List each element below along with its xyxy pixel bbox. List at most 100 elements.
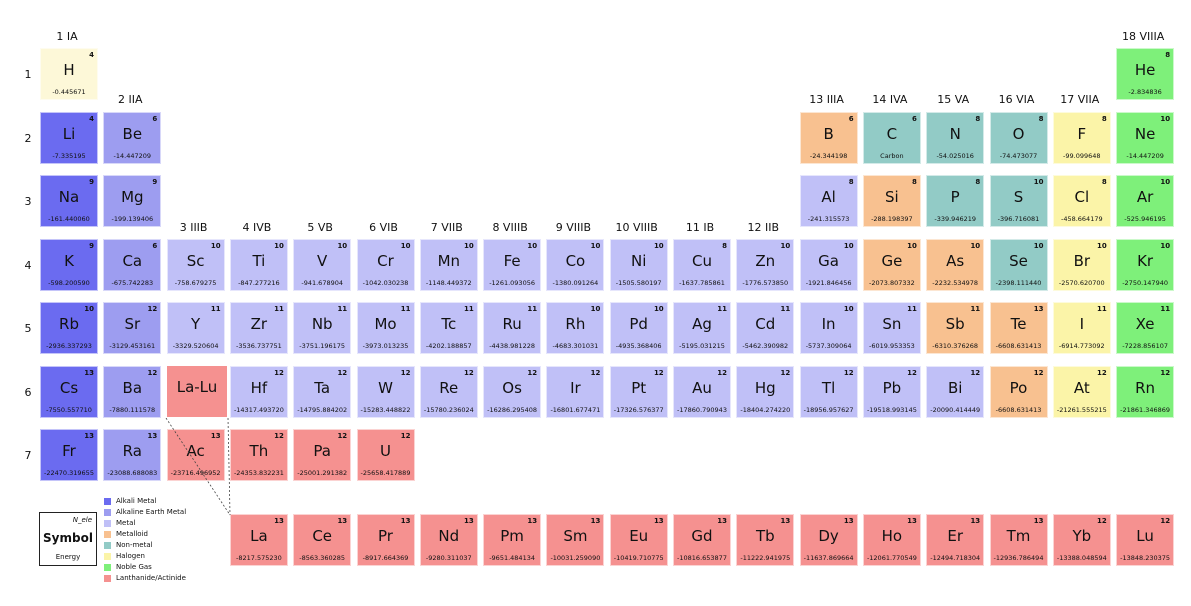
- element-symbol: Hg: [754, 378, 776, 397]
- element-symbol: Ac: [186, 442, 205, 460]
- element-cell-lu: 12 Lu -13848.230375: [1116, 514, 1175, 566]
- element-energy: -74.473077: [999, 151, 1038, 160]
- element-energy: -12061.770549: [866, 554, 917, 562]
- group-label: 6 VIB: [369, 221, 398, 234]
- element-number: 9: [152, 178, 158, 186]
- period-label: 4: [24, 258, 32, 272]
- element-cell-rh: 10 Rh -4683.301031: [546, 302, 605, 354]
- element-cell-mg: 9 Mg -199.139406: [103, 175, 162, 227]
- legend-label: Metalloid: [116, 530, 148, 538]
- element-cell-ho: 13 Ho -12061.770549: [862, 514, 921, 566]
- element-cell-th: 12 Th -24353.832231: [229, 429, 288, 481]
- element-cell-v: 10 V -941.678904: [293, 238, 352, 291]
- element-number: 8: [1101, 114, 1107, 123]
- element-cell-ra: 13 Ra -23088.688083: [103, 429, 162, 481]
- legend-label: Non-metal: [116, 541, 153, 549]
- element-symbol: Bi: [947, 378, 963, 397]
- element-energy: -12936.786494: [993, 554, 1044, 562]
- element-energy: -758.679275: [174, 278, 217, 287]
- element-symbol: Au: [692, 378, 712, 397]
- element-energy: -2936.337293: [46, 342, 92, 350]
- element-cell-pa: 12 Pa -25001.291382: [293, 429, 352, 481]
- element-number: 12: [147, 368, 158, 377]
- group-label: 4 IVB: [242, 221, 272, 234]
- element-symbol: Ti: [252, 251, 266, 270]
- element-cell-ni: 10 Ni -1505.580197: [609, 238, 668, 291]
- element-symbol: Se: [1009, 251, 1028, 270]
- element-number: 11: [400, 305, 411, 313]
- element-energy: -1921.846456: [805, 278, 852, 287]
- element-symbol: P: [950, 188, 960, 206]
- element-energy: -0.445671: [52, 88, 86, 96]
- legend-item: Alkaline Earth Metal: [104, 507, 186, 517]
- element-symbol: Pb: [882, 378, 902, 397]
- element-cell-o: 8 O -74.473077: [989, 111, 1048, 164]
- group-label: 1 IA: [56, 30, 78, 43]
- element-energy: -9651.484134: [489, 554, 535, 562]
- element-symbol: Hf: [250, 378, 268, 397]
- element-number: 10: [590, 305, 601, 313]
- element-energy: -2073.807332: [869, 278, 915, 287]
- element-number: 10: [1033, 241, 1044, 250]
- element-number: 11: [1160, 305, 1171, 313]
- element-symbol: Ne: [1134, 124, 1156, 143]
- element-cell-tl: 12 Tl -18956.957627: [799, 365, 858, 418]
- element-cell-ce: 13 Ce -8563.360285: [293, 514, 352, 566]
- element-energy: -5195.031215: [679, 342, 725, 350]
- element-number: 6: [848, 114, 854, 123]
- element-symbol: In: [821, 315, 836, 333]
- element-energy: -1776.573850: [742, 278, 789, 287]
- element-symbol: Ni: [630, 251, 647, 270]
- element-cell-ne: 10 Ne -14.447209: [1116, 111, 1175, 164]
- element-number: 8: [848, 178, 854, 186]
- element-number: 13: [970, 517, 981, 525]
- element-number: 12: [590, 368, 601, 377]
- element-symbol: U: [380, 442, 391, 460]
- element-energy: -339.946219: [934, 215, 976, 223]
- element-number: 12: [464, 368, 474, 377]
- element-symbol: Rb: [59, 315, 79, 333]
- element-cell-cd: 11 Cd -5462.390982: [736, 302, 795, 354]
- element-number: 12: [1160, 368, 1171, 377]
- element-cell-ga: 10 Ga -1921.846456: [799, 238, 858, 291]
- element-energy: -1505.580197: [615, 278, 662, 287]
- element-symbol: Sm: [563, 527, 588, 545]
- element-number: 13: [1033, 517, 1044, 525]
- element-number: 12: [653, 368, 664, 377]
- group-label: 12 IIB: [747, 221, 780, 234]
- element-symbol: Al: [821, 188, 836, 206]
- element-energy: -2570.620700: [1058, 278, 1105, 287]
- element-symbol: Ge: [881, 251, 903, 270]
- element-cell-pm: 13 Pm -9651.484134: [483, 514, 542, 566]
- legend-item: Lanthanide/Actinide: [104, 573, 186, 583]
- element-symbol: He: [1134, 61, 1156, 79]
- element-cell-u: 12 U -25658.417889: [356, 429, 415, 481]
- legend-swatch: [104, 530, 111, 538]
- la-lu-placeholder-cell: La-Lu: [166, 365, 228, 418]
- element-number: 12: [970, 368, 981, 377]
- period-label: 3: [24, 195, 32, 208]
- element-symbol: Cl: [1074, 188, 1090, 206]
- element-energy: -17326.576377: [613, 405, 664, 414]
- element-number: 12: [337, 368, 348, 377]
- element-cell-hg: 12 Hg -18404.274220: [736, 365, 795, 418]
- element-cell-cr: 10 Cr -1042.030238: [356, 238, 415, 291]
- element-cell-sc: 10 Sc -758.679275: [166, 238, 225, 291]
- element-symbol: Li: [62, 124, 76, 143]
- element-number: 13: [274, 517, 284, 525]
- element-number: 12: [1160, 517, 1171, 525]
- element-cell-ac: 13 Ac -23716.496952: [166, 429, 225, 481]
- element-number: 8: [975, 178, 981, 186]
- element-symbol: Ru: [502, 315, 522, 333]
- element-number: 12: [274, 432, 284, 440]
- group-label: 3 IIIB: [179, 221, 208, 234]
- element-cell-ru: 11 Ru -4438.981228: [483, 302, 542, 354]
- element-cell-mn: 10 Mn -1148.449372: [419, 238, 478, 291]
- period-label: 7: [24, 449, 32, 462]
- element-symbol: Zn: [755, 251, 776, 270]
- element-energy: -241.315573: [807, 215, 850, 223]
- element-symbol: Fr: [62, 442, 76, 460]
- element-cell-i: 11 I -6914.773092: [1052, 302, 1111, 354]
- element-number: 13: [210, 432, 221, 440]
- element-cell-nb: 11 Nb -3751.196175: [293, 302, 352, 354]
